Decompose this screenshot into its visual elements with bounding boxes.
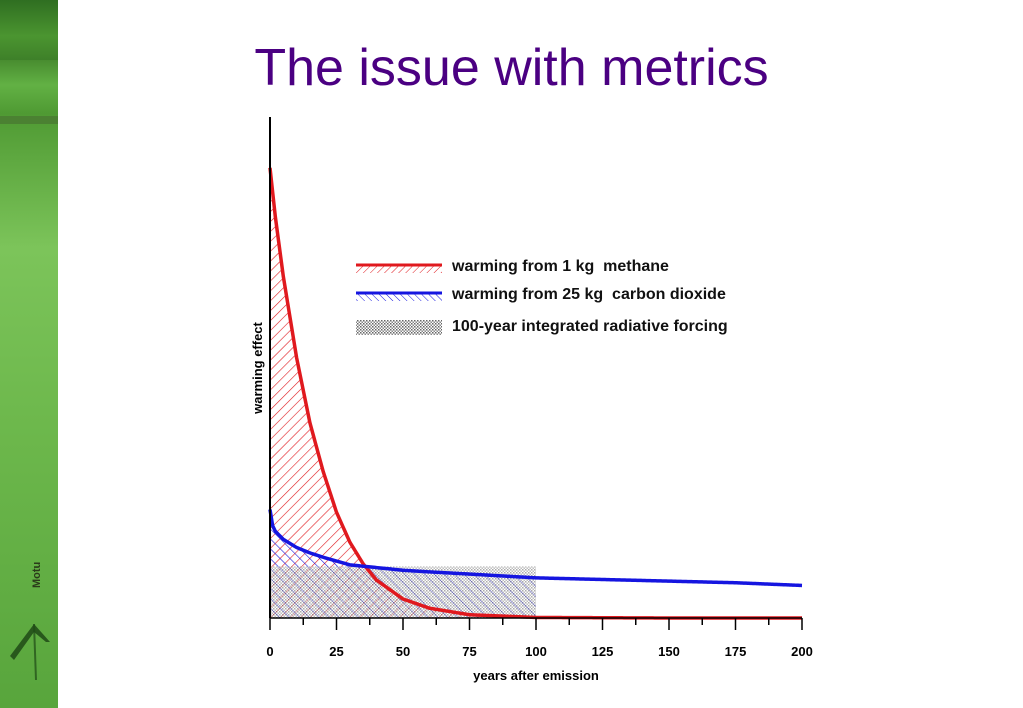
co2-line bbox=[268, 509, 803, 588]
sidebar-divider bbox=[0, 116, 58, 124]
slide-title: The issue with metrics bbox=[254, 39, 769, 97]
x-tick-label: 150 bbox=[658, 644, 680, 659]
sidebar-top-band bbox=[0, 0, 58, 60]
x-tick-label: 0 bbox=[266, 644, 273, 659]
warming-chart: 0 25 50 75 100 125 150 175 200 years after emissi… bbox=[250, 117, 813, 683]
x-tick-label: 50 bbox=[396, 644, 410, 659]
x-tick-label: 75 bbox=[462, 644, 476, 659]
green-sidebar: Motu bbox=[0, 0, 58, 708]
y-axis-label: warming effect bbox=[250, 321, 265, 414]
legend-swatch-forcing bbox=[356, 320, 442, 335]
logo-text: Motu bbox=[31, 562, 43, 588]
x-tick-label: 175 bbox=[725, 644, 747, 659]
legend-swatch-methane bbox=[356, 265, 442, 273]
x-axis-label: years after emission bbox=[473, 668, 599, 683]
x-tick-label: 25 bbox=[329, 644, 343, 659]
legend-label: 100-year integrated radiative forcing bbox=[452, 318, 728, 335]
motu-logo: Motu bbox=[10, 562, 50, 681]
x-tick-label: 200 bbox=[791, 644, 813, 659]
legend-swatch-co2 bbox=[356, 293, 442, 301]
methane-area bbox=[270, 167, 536, 619]
chart-container: 0 25 50 75 100 125 150 175 200 years after emissi… bbox=[240, 113, 820, 683]
x-tick-label: 125 bbox=[592, 644, 614, 659]
legend-label: warming from 25 kg carbon dioxide bbox=[451, 286, 726, 303]
x-tick-label: 100 bbox=[525, 644, 547, 659]
legend-label: warming from 1 kg methane bbox=[451, 258, 669, 275]
